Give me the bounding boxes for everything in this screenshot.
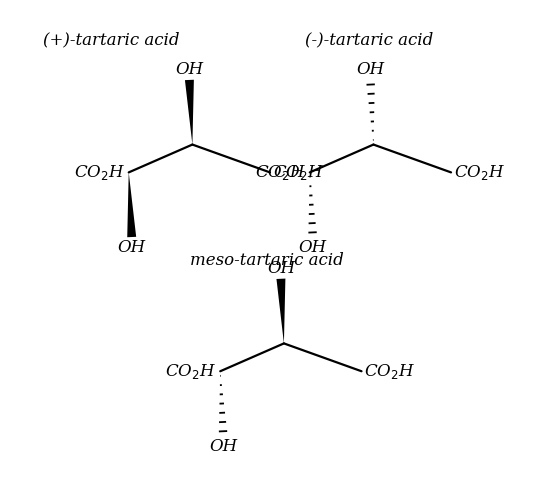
Polygon shape — [185, 80, 194, 145]
Text: OH: OH — [175, 61, 203, 78]
Text: CO$_2$H: CO$_2$H — [255, 163, 306, 182]
Text: CO$_2$H: CO$_2$H — [165, 362, 216, 381]
Text: OH: OH — [267, 260, 295, 277]
Text: OH: OH — [209, 438, 237, 455]
Text: CO$_2$H: CO$_2$H — [454, 163, 505, 182]
Polygon shape — [127, 173, 136, 237]
Text: OH: OH — [356, 61, 384, 78]
Text: CO$_2$H: CO$_2$H — [74, 163, 125, 182]
Text: (+)-tartaric acid: (+)-tartaric acid — [43, 31, 179, 48]
Text: (-)-tartaric acid: (-)-tartaric acid — [305, 31, 434, 48]
Text: meso-tartaric acid: meso-tartaric acid — [190, 252, 344, 269]
Text: OH: OH — [299, 239, 327, 256]
Text: CO$_2$H: CO$_2$H — [273, 163, 324, 182]
Text: OH: OH — [117, 239, 146, 256]
Text: CO$_2$H: CO$_2$H — [365, 362, 415, 381]
Polygon shape — [277, 279, 285, 343]
